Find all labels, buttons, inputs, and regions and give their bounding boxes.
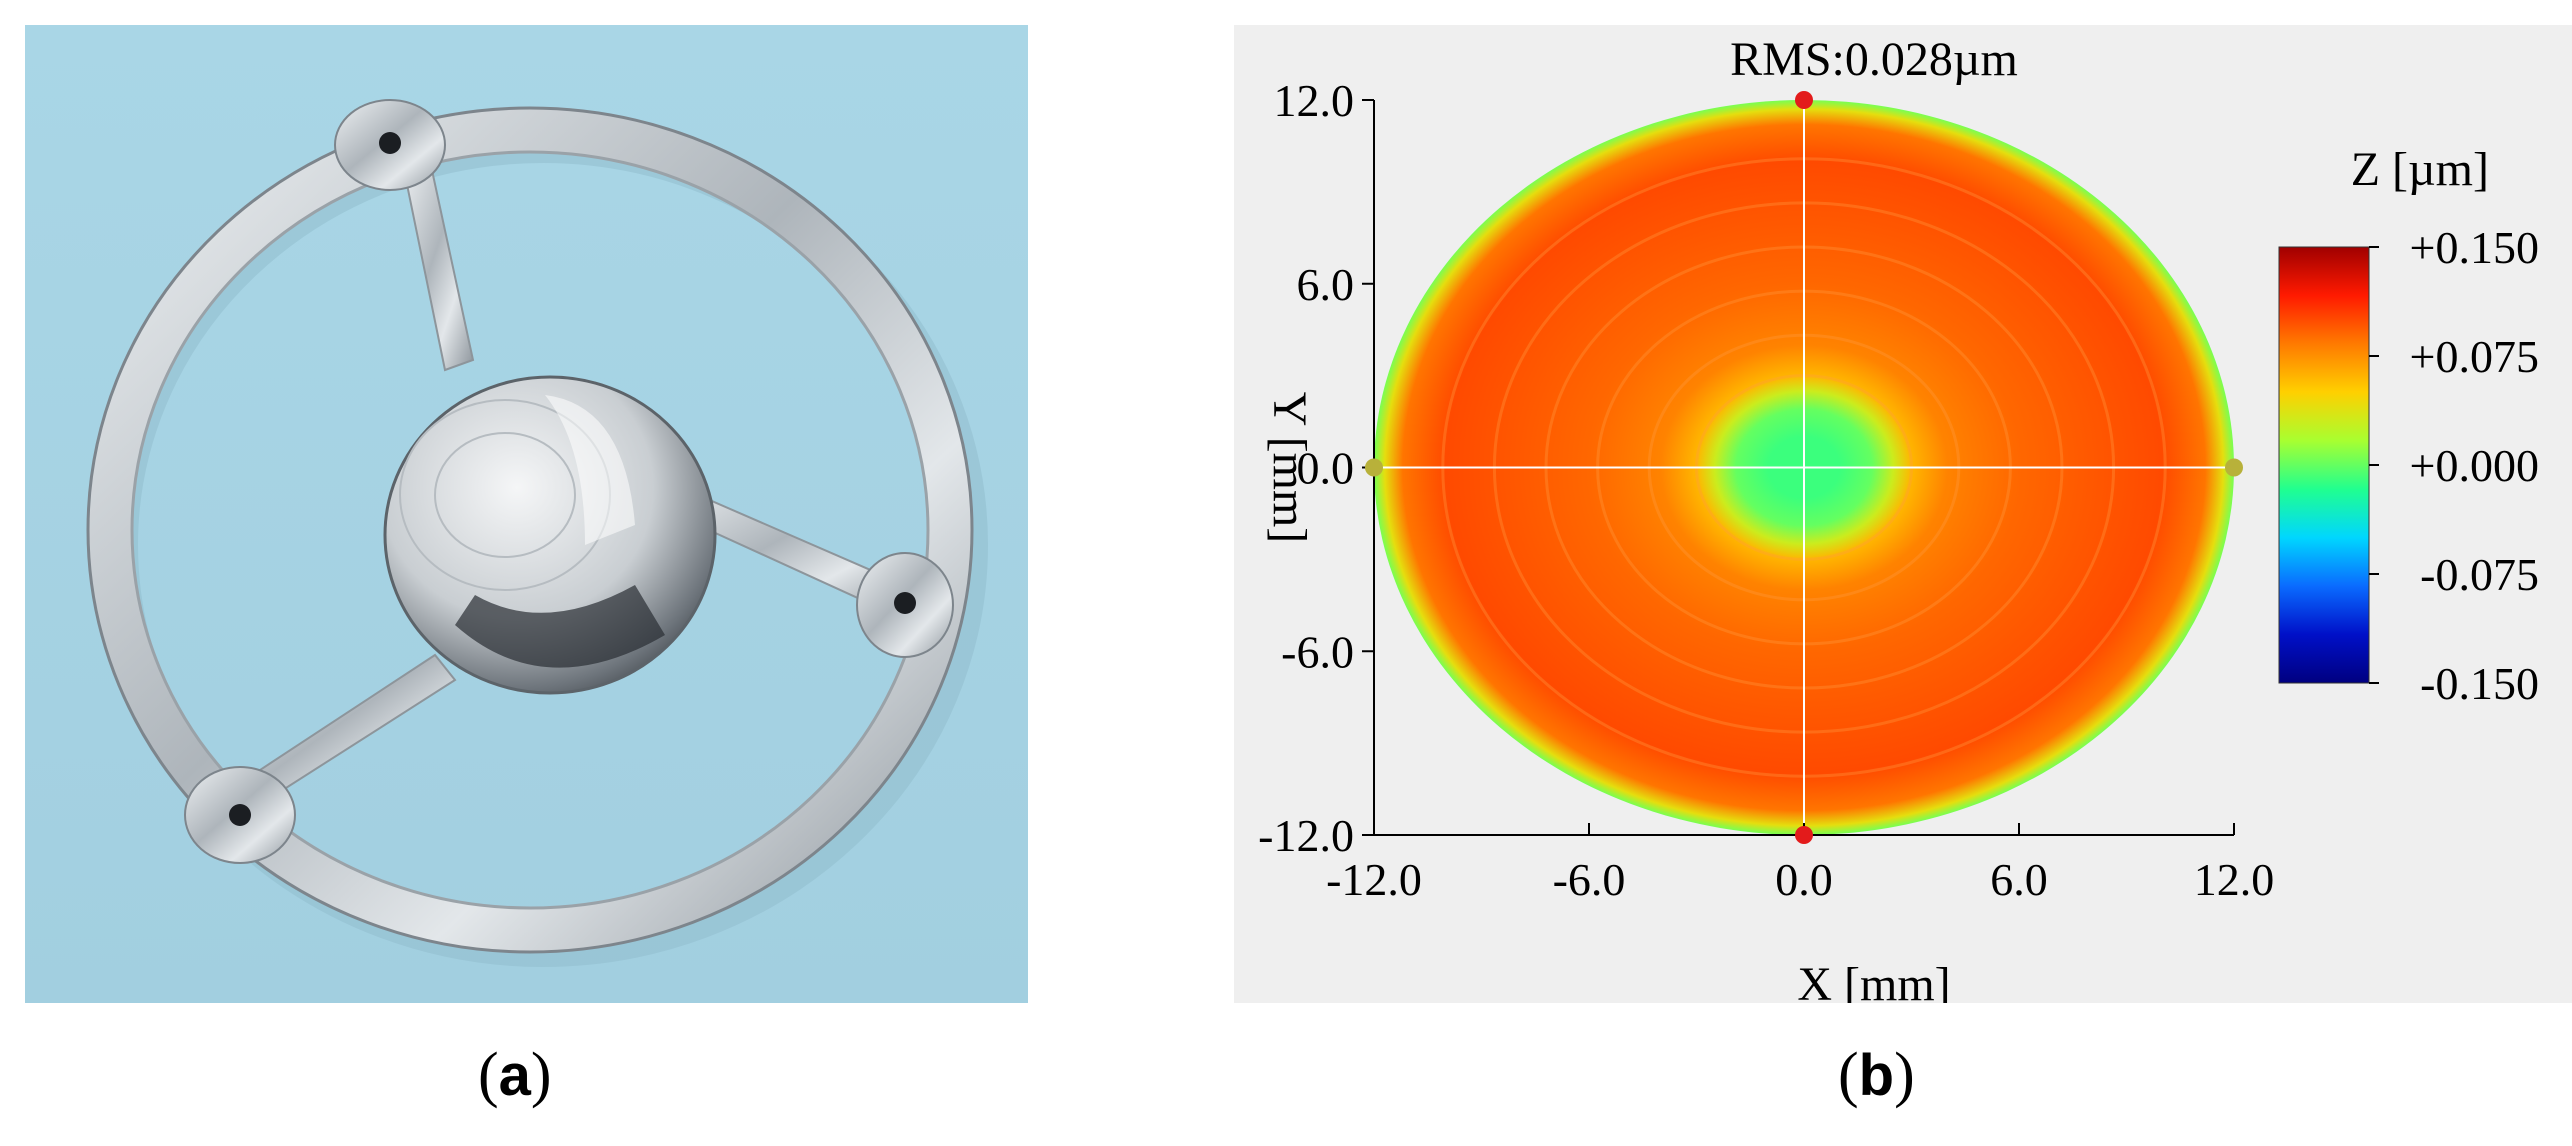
dome-highlight bbox=[545, 395, 635, 545]
y-tick-label: -6.0 bbox=[1281, 626, 1354, 677]
colorbar-tick-label: +0.075 bbox=[2410, 331, 2539, 382]
x-tick-label: 12.0 bbox=[2194, 854, 2275, 905]
mirror-part-photo bbox=[25, 25, 1028, 1003]
inner-ring-edge bbox=[130, 150, 930, 910]
chart-title: RMS:0.028µm bbox=[1730, 33, 2018, 86]
dome-reflection bbox=[455, 585, 665, 668]
y-axis-label: Y [mm] bbox=[1263, 392, 1316, 544]
colorbar-tick-label: +0.150 bbox=[2410, 222, 2539, 273]
x-tick-label: -6.0 bbox=[1553, 854, 1626, 905]
marker-olive bbox=[2225, 458, 2243, 477]
colorbar-tick-label: +0.000 bbox=[2410, 440, 2539, 491]
caption-b-letter: b bbox=[1858, 1043, 1895, 1108]
y-tick-label: 6.0 bbox=[1297, 259, 1355, 310]
surface-map-panel: RMS:0.028µm Y [mm] X [mm] Z [µm] 12.0 6.0… bbox=[1234, 25, 2572, 1003]
caption-a: (a) bbox=[478, 1041, 552, 1109]
x-axis-label: X [mm] bbox=[1797, 958, 1950, 1003]
plot-area: 12.0 6.0 0.0 -6.0 -12.0-12.0 -6.0 0.0 6.0 12.0 +0… bbox=[1258, 75, 2539, 905]
dome-ring-1 bbox=[434, 432, 576, 558]
mounting-hole-top bbox=[379, 132, 401, 154]
caption-b: (b) bbox=[1838, 1041, 1915, 1109]
colorbar-tick-label: -0.075 bbox=[2420, 549, 2539, 600]
mounting-hole-bottom bbox=[229, 804, 251, 826]
y-tick-label: -12.0 bbox=[1258, 810, 1354, 861]
marker-olive bbox=[1365, 458, 1383, 477]
surface-error-chart: RMS:0.028µm Y [mm] X [mm] Z [µm] 12.0 6.0… bbox=[1258, 33, 2539, 1003]
outer-ring bbox=[88, 108, 972, 952]
mounting-hole-right bbox=[894, 592, 916, 614]
x-tick-label: 6.0 bbox=[1990, 854, 2048, 905]
photo-panel bbox=[25, 25, 1028, 1003]
x-tick-label: -12.0 bbox=[1326, 854, 1422, 905]
colorbar-tick-label: -0.150 bbox=[2420, 658, 2539, 709]
marker-red bbox=[1795, 826, 1813, 844]
x-tick-label: 0.0 bbox=[1775, 854, 1833, 905]
y-tick-label: 12.0 bbox=[1274, 75, 1355, 126]
outer-ring-edge bbox=[86, 106, 974, 954]
colorbar-title: Z [µm] bbox=[2351, 143, 2489, 196]
caption-a-letter: a bbox=[498, 1043, 531, 1108]
marker-red bbox=[1795, 91, 1813, 109]
y-tick-label: 0.0 bbox=[1297, 443, 1355, 494]
colorbar bbox=[2278, 246, 2370, 684]
